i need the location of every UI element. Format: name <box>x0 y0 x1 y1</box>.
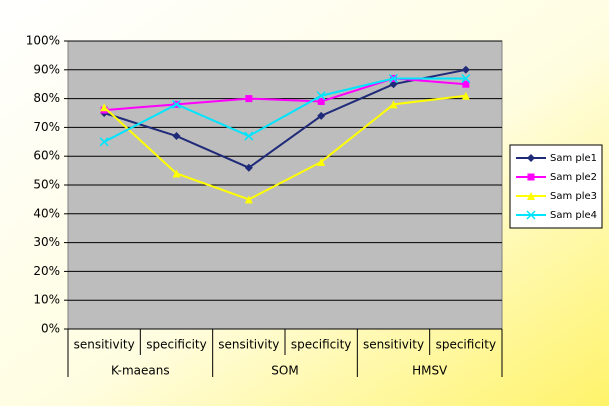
marker <box>316 91 326 101</box>
y-tick-label: 40% <box>33 206 60 220</box>
marker <box>245 95 253 103</box>
legend: Sam ple1 Sam ple2 Sam ple3 Sam ple4 <box>509 144 603 229</box>
y-tick-label: 50% <box>33 178 60 192</box>
marker <box>171 99 182 109</box>
marker <box>244 163 253 172</box>
x-group-label: SOM <box>271 364 298 378</box>
marker <box>172 132 181 141</box>
series-line <box>103 77 466 143</box>
x-tick-label: sensitivity <box>363 338 424 352</box>
x-tick-label: specificity <box>436 338 496 352</box>
x-tick-label: specificity <box>146 338 206 352</box>
marker <box>462 80 470 88</box>
marker <box>99 137 109 147</box>
legend-label: Sam ple1 <box>550 153 597 164</box>
y-tick-label: 0% <box>41 322 60 336</box>
legend-label: Sam ple2 <box>550 172 597 183</box>
marker <box>317 97 325 105</box>
marker <box>461 73 471 83</box>
y-tick-label: 90% <box>33 62 60 76</box>
y-tick-label: 30% <box>33 235 60 249</box>
series-line <box>103 94 466 201</box>
marker <box>100 103 109 112</box>
marker <box>388 73 399 83</box>
marker <box>172 169 181 178</box>
y-tick-label: 70% <box>33 120 60 134</box>
marker <box>526 210 536 220</box>
marker <box>317 157 326 166</box>
marker <box>244 195 253 204</box>
marker <box>317 111 326 120</box>
x-tick-label: sensitivity <box>74 338 135 352</box>
marker <box>527 154 535 162</box>
series-line <box>103 68 467 169</box>
marker <box>389 100 398 109</box>
legend-label: Sam ple3 <box>550 191 597 202</box>
marker <box>527 192 535 200</box>
y-tick-label: 80% <box>33 91 60 105</box>
y-tick-label: 100% <box>26 34 60 48</box>
x-tick-label: sensitivity <box>218 338 279 352</box>
marker <box>244 131 254 141</box>
y-tick-label: 10% <box>33 293 60 307</box>
marker <box>527 173 535 181</box>
legend-label: Sam ple4 <box>550 210 597 221</box>
x-group-label: HMSV <box>412 364 448 378</box>
marker <box>461 65 470 74</box>
marker <box>461 91 470 100</box>
x-tick-label: specificity <box>291 338 351 352</box>
x-group-label: K-maeans <box>111 364 170 378</box>
y-tick-label: 60% <box>33 149 60 163</box>
y-tick-label: 20% <box>33 264 60 278</box>
marker <box>389 80 398 89</box>
